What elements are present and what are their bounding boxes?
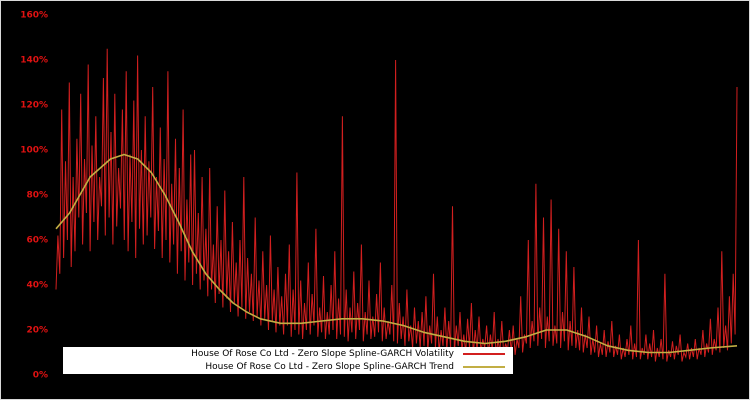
legend-line-trend-icon <box>463 366 505 368</box>
y-tick-label: 140% <box>20 56 48 66</box>
legend-label-volatility: House Of Rose Co Ltd - Zero Slope Spline… <box>191 348 454 359</box>
y-tick-label: 20% <box>26 326 48 336</box>
trend-series <box>55 153 738 354</box>
y-tick-label: 0% <box>33 371 48 381</box>
legend-row-volatility: House Of Rose Co Ltd - Zero Slope Spline… <box>63 348 513 361</box>
legend: House Of Rose Co Ltd - Zero Slope Spline… <box>63 347 513 374</box>
y-tick-label: 120% <box>20 101 48 111</box>
legend-label-trend: House Of Rose Co Ltd - Zero Slope Spline… <box>205 361 454 372</box>
legend-row-trend: House Of Rose Co Ltd - Zero Slope Spline… <box>63 361 513 374</box>
y-tick-label: 160% <box>20 11 48 21</box>
y-tick-label: 100% <box>20 146 48 156</box>
y-tick-label: 40% <box>26 281 48 291</box>
y-tick-label: 80% <box>26 191 48 201</box>
volatility-series <box>55 48 738 362</box>
y-tick-label: 60% <box>26 236 48 246</box>
legend-line-volatility-icon <box>463 353 505 355</box>
